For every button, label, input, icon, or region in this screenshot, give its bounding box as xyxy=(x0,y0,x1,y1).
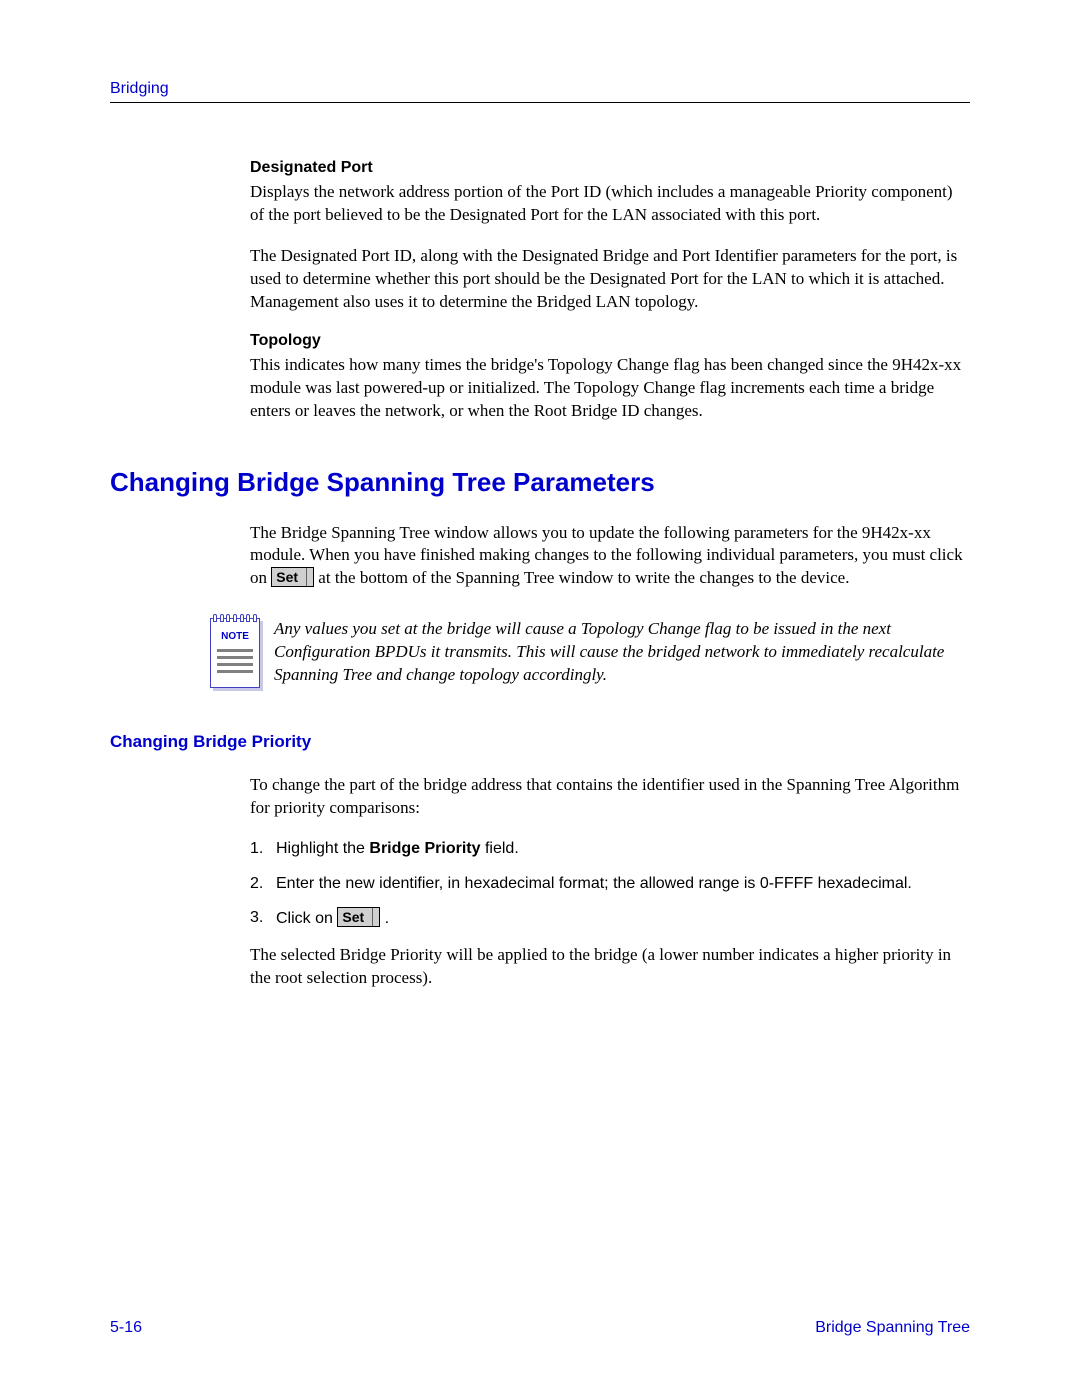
step-num: 1. xyxy=(250,838,276,860)
subsection-intro: To change the part of the bridge address… xyxy=(250,774,970,820)
set-button-step[interactable]: Set xyxy=(337,907,380,927)
topology-para: This indicates how many times the bridge… xyxy=(250,354,970,423)
step-2: 2. Enter the new identifier, in hexadeci… xyxy=(250,873,970,895)
main-section-heading: Changing Bridge Spanning Tree Parameters xyxy=(110,467,970,498)
subsection-heading: Changing Bridge Priority xyxy=(110,732,970,752)
step-num: 2. xyxy=(250,873,276,895)
note-label: NOTE xyxy=(211,631,259,642)
content-block: Designated Port Displays the network add… xyxy=(250,159,970,423)
closing-block: The selected Bridge Priority will be app… xyxy=(250,944,970,990)
document-page: Bridging Designated Port Displays the ne… xyxy=(0,0,1080,1068)
step-text: Highlight the Bridge Priority field. xyxy=(276,838,519,860)
page-header: Bridging xyxy=(110,80,970,103)
intro-block: The Bridge Spanning Tree window allows y… xyxy=(250,522,970,591)
topology-heading: Topology xyxy=(250,332,970,350)
closing-para: The selected Bridge Priority will be app… xyxy=(250,944,970,990)
designated-port-para1: Displays the network address portion of … xyxy=(250,181,970,227)
note-block: NOTE Any values you set at the bridge wi… xyxy=(210,618,970,688)
intro-text-2: at the bottom of the Spanning Tree windo… xyxy=(318,568,849,587)
page-number: 5-16 xyxy=(110,1319,142,1337)
page-footer: 5-16 Bridge Spanning Tree xyxy=(110,1319,970,1337)
step-1: 1. Highlight the Bridge Priority field. xyxy=(250,838,970,860)
step-3: 3. Click on Set . xyxy=(250,907,970,930)
set-button-inline[interactable]: Set xyxy=(271,567,314,587)
intro-paragraph: The Bridge Spanning Tree window allows y… xyxy=(250,522,970,591)
footer-title: Bridge Spanning Tree xyxy=(815,1319,970,1337)
designated-port-para2: The Designated Port ID, along with the D… xyxy=(250,245,970,314)
step-text: Click on Set . xyxy=(276,907,389,930)
step-num: 3. xyxy=(250,907,276,930)
steps-list: 1. Highlight the Bridge Priority field. … xyxy=(250,838,970,930)
designated-port-heading: Designated Port xyxy=(250,159,970,177)
header-section-name: Bridging xyxy=(110,80,169,97)
step-text: Enter the new identifier, in hexadecimal… xyxy=(276,873,912,895)
note-text: Any values you set at the bridge will ca… xyxy=(274,618,970,687)
subsection-intro-block: To change the part of the bridge address… xyxy=(250,774,970,820)
note-icon: NOTE xyxy=(210,618,260,688)
